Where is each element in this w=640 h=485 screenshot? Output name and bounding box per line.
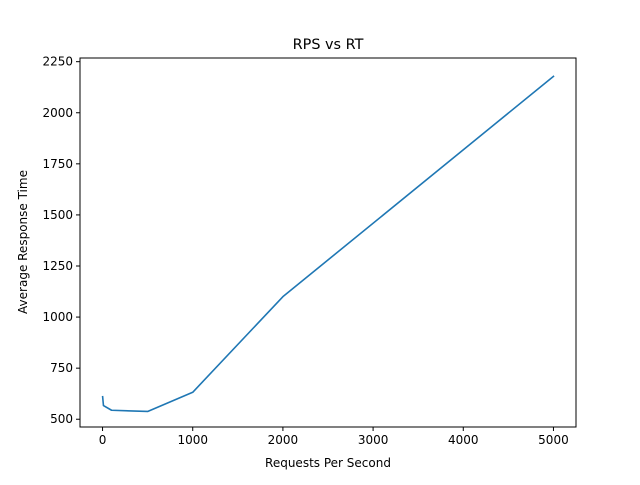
x-tick-label: 4000 [448,433,479,447]
x-tick-label: 2000 [268,433,299,447]
x-tick-label: 3000 [358,433,389,447]
y-tick-label: 1250 [42,259,73,273]
x-tick-label: 1000 [177,433,208,447]
y-tick-label: 750 [50,361,73,375]
series-line [101,75,555,413]
x-tick-label: 5000 [538,433,569,447]
plot-area [101,75,555,413]
y-tick-label: 2000 [42,106,73,120]
x-axis: 0 1000 2000 3000 4000 5000 [99,427,569,447]
x-axis-label: Requests Per Second [265,456,391,470]
y-tick-label: 2250 [42,55,73,69]
y-tick-label: 1000 [42,310,73,324]
y-axis: 500 750 1000 1250 1500 1750 2000 2250 [42,55,80,426]
y-axis-label: Average Response Time [16,170,30,314]
axes-frame [79,57,577,428]
y-tick-label: 500 [50,412,73,426]
x-tick-label: 0 [99,433,107,447]
y-tick-label: 1500 [42,208,73,222]
y-tick-label: 1750 [42,157,73,171]
chart-title: RPS vs RT [293,37,364,53]
